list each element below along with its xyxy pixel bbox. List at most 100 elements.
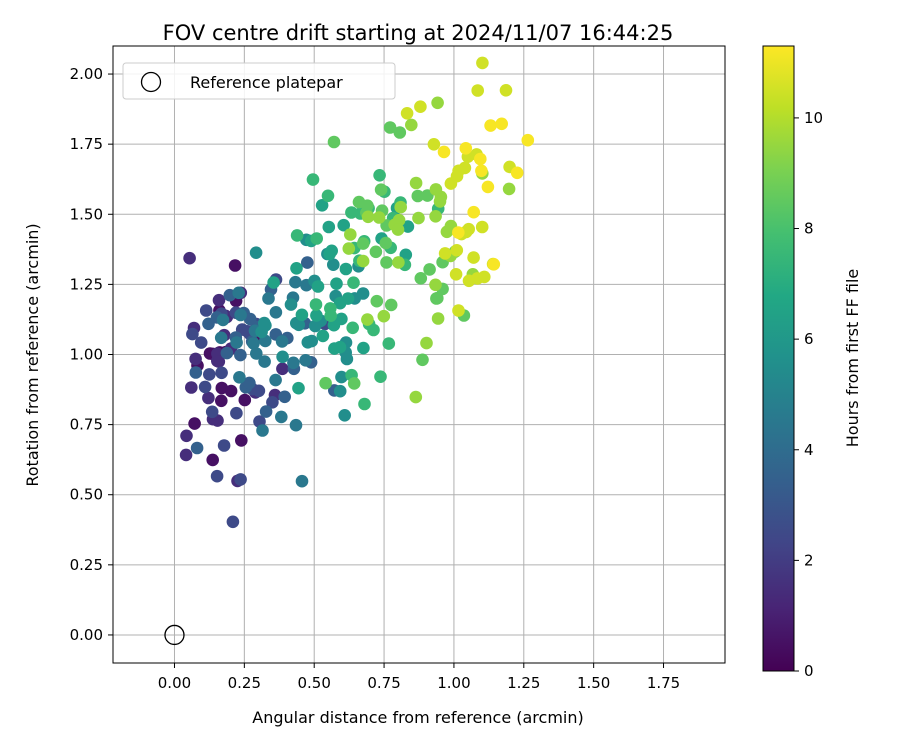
data-point <box>393 126 407 139</box>
colorbar-tick-label: 0 <box>804 662 814 680</box>
data-point <box>230 336 243 349</box>
data-point <box>347 276 360 290</box>
data-point <box>377 309 391 323</box>
data-point <box>275 335 289 348</box>
x-tick-label: 0.25 <box>228 674 261 692</box>
data-point <box>190 441 204 455</box>
colorbar: 0 2 4 6 8 10 Hours from first FF file <box>762 45 862 680</box>
data-point <box>210 469 224 483</box>
data-point <box>391 223 405 236</box>
data-point <box>325 244 339 258</box>
data-point <box>224 384 238 398</box>
colorbar-gradient <box>762 45 795 672</box>
data-point <box>295 474 309 488</box>
data-point <box>311 280 325 293</box>
data-point <box>330 277 343 291</box>
data-point <box>462 274 476 288</box>
data-point <box>339 262 353 276</box>
data-point <box>431 291 444 305</box>
y-tick-label: 1.50 <box>70 205 103 223</box>
data-points <box>179 56 535 529</box>
data-point <box>449 268 463 281</box>
data-point <box>429 278 442 292</box>
data-point <box>220 346 234 360</box>
data-point <box>452 164 465 178</box>
data-point <box>290 229 304 242</box>
y-tick-label: 0.25 <box>70 556 103 574</box>
data-point <box>475 164 488 178</box>
data-point <box>481 180 495 194</box>
data-point <box>206 453 219 467</box>
data-point <box>247 337 260 350</box>
data-point <box>289 275 302 289</box>
data-point <box>382 337 396 350</box>
data-point <box>521 133 535 147</box>
data-point <box>278 390 292 404</box>
data-point <box>384 298 398 312</box>
data-point <box>478 270 491 284</box>
data-point <box>194 336 208 349</box>
data-point <box>335 312 348 326</box>
data-point <box>249 347 263 360</box>
data-point <box>370 294 384 308</box>
data-point <box>214 331 228 345</box>
data-point <box>433 195 447 208</box>
x-axis-ticks: 0.00 0.25 0.50 0.75 1.00 1.25 1.50 1.75 <box>158 663 680 692</box>
data-point <box>186 327 199 341</box>
data-point <box>379 236 393 250</box>
x-axis-label: Angular distance from reference (arcmin) <box>252 708 583 727</box>
data-point <box>427 138 441 151</box>
colorbar-label: Hours from first FF file <box>843 269 862 448</box>
data-point <box>423 263 436 276</box>
data-point <box>373 169 386 182</box>
plot-area: 0.00 0.25 0.50 0.75 1.00 1.25 1.50 1.75 0.00 0.2… <box>70 45 726 692</box>
x-tick-label: 1.50 <box>577 674 610 692</box>
data-point <box>267 276 280 289</box>
data-point <box>502 182 516 196</box>
data-point <box>327 258 340 272</box>
data-point <box>202 391 215 405</box>
data-point <box>276 362 289 376</box>
data-point <box>471 84 485 97</box>
data-point <box>338 409 352 422</box>
data-point <box>401 220 415 233</box>
data-point <box>234 473 247 486</box>
colorbar-tick-label: 2 <box>804 551 814 569</box>
data-point <box>226 515 240 529</box>
data-point <box>235 434 248 447</box>
data-point <box>324 309 338 323</box>
data-point <box>374 370 387 384</box>
data-point <box>228 259 242 272</box>
x-tick-label: 1.75 <box>647 674 680 692</box>
reference-marker-group <box>164 624 185 646</box>
data-point <box>198 380 212 394</box>
y-tick-label: 0.50 <box>70 486 103 504</box>
data-point <box>335 370 348 384</box>
data-point <box>476 56 489 70</box>
data-point <box>316 329 330 343</box>
data-point <box>309 298 323 311</box>
data-point <box>289 418 303 432</box>
data-point <box>495 117 509 131</box>
data-point <box>452 226 465 239</box>
data-point <box>412 211 425 225</box>
y-tick-label: 1.25 <box>70 275 103 293</box>
data-point <box>212 355 226 368</box>
legend: Reference platepar <box>122 62 396 100</box>
data-point <box>342 242 356 255</box>
colorbar-tick-label: 8 <box>804 220 814 238</box>
data-point <box>255 325 268 339</box>
data-point <box>319 376 332 390</box>
data-point <box>367 323 380 337</box>
data-point <box>345 206 358 219</box>
data-point <box>499 84 513 97</box>
data-point <box>356 287 370 300</box>
legend-marker-icon <box>140 71 162 93</box>
data-point <box>475 220 489 234</box>
reference-marker <box>164 624 185 646</box>
data-point <box>315 199 329 212</box>
data-point <box>243 312 257 326</box>
y-tick-label: 1.00 <box>70 346 103 364</box>
data-point <box>232 286 245 300</box>
